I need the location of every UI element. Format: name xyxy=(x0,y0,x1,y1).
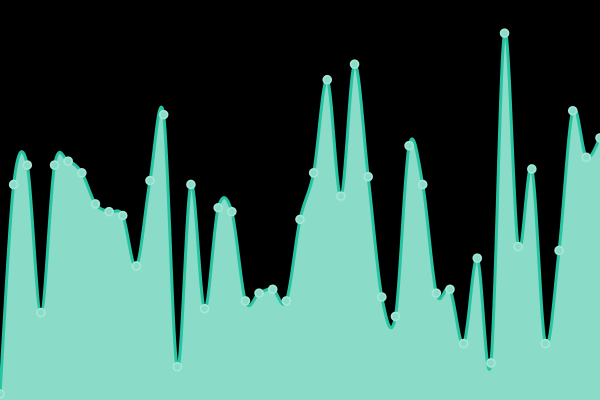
data-point-marker[interactable] xyxy=(336,191,346,201)
data-point-marker[interactable] xyxy=(172,362,183,372)
data-point-marker[interactable] xyxy=(186,179,196,190)
data-point-marker[interactable] xyxy=(254,288,264,298)
data-point-marker[interactable] xyxy=(431,288,442,298)
marker-group xyxy=(0,28,600,399)
data-point-marker[interactable] xyxy=(472,253,483,264)
area-fill xyxy=(0,32,600,400)
data-point-marker[interactable] xyxy=(499,28,510,38)
data-point-marker[interactable] xyxy=(90,199,101,209)
data-point-marker[interactable] xyxy=(458,338,469,349)
data-point-marker[interactable] xyxy=(322,74,333,85)
data-point-marker[interactable] xyxy=(117,210,128,221)
data-point-marker[interactable] xyxy=(281,296,292,306)
data-point-marker[interactable] xyxy=(554,245,564,256)
data-point-marker[interactable] xyxy=(131,261,142,271)
data-point-marker[interactable] xyxy=(0,389,5,399)
data-point-marker[interactable] xyxy=(267,284,278,295)
data-point-marker[interactable] xyxy=(158,109,169,120)
data-point-marker[interactable] xyxy=(404,140,414,151)
data-point-marker[interactable] xyxy=(445,284,455,295)
data-point-marker[interactable] xyxy=(8,179,19,190)
data-point-marker[interactable] xyxy=(240,296,251,306)
data-point-marker[interactable] xyxy=(22,160,33,170)
data-point-marker[interactable] xyxy=(63,156,73,166)
data-point-marker[interactable] xyxy=(199,303,210,314)
data-point-marker[interactable] xyxy=(595,133,600,143)
data-point-marker[interactable] xyxy=(417,179,428,190)
data-point-marker[interactable] xyxy=(377,292,387,302)
data-point-marker[interactable] xyxy=(36,307,46,318)
data-point-marker[interactable] xyxy=(540,338,551,349)
data-point-marker[interactable] xyxy=(567,105,578,116)
data-point-marker[interactable] xyxy=(308,168,319,178)
data-point-marker[interactable] xyxy=(213,202,223,213)
data-point-marker[interactable] xyxy=(49,160,60,170)
data-point-marker[interactable] xyxy=(77,168,87,178)
data-point-marker[interactable] xyxy=(581,152,592,163)
data-point-marker[interactable] xyxy=(390,311,401,322)
data-point-marker[interactable] xyxy=(295,214,305,225)
data-point-marker[interactable] xyxy=(349,59,360,69)
data-point-marker[interactable] xyxy=(486,358,496,368)
data-point-marker[interactable] xyxy=(227,206,237,217)
data-point-marker[interactable] xyxy=(363,171,373,182)
data-point-marker[interactable] xyxy=(527,164,537,174)
data-point-marker[interactable] xyxy=(104,206,114,217)
data-point-marker[interactable] xyxy=(145,175,155,186)
data-point-marker[interactable] xyxy=(513,241,523,252)
